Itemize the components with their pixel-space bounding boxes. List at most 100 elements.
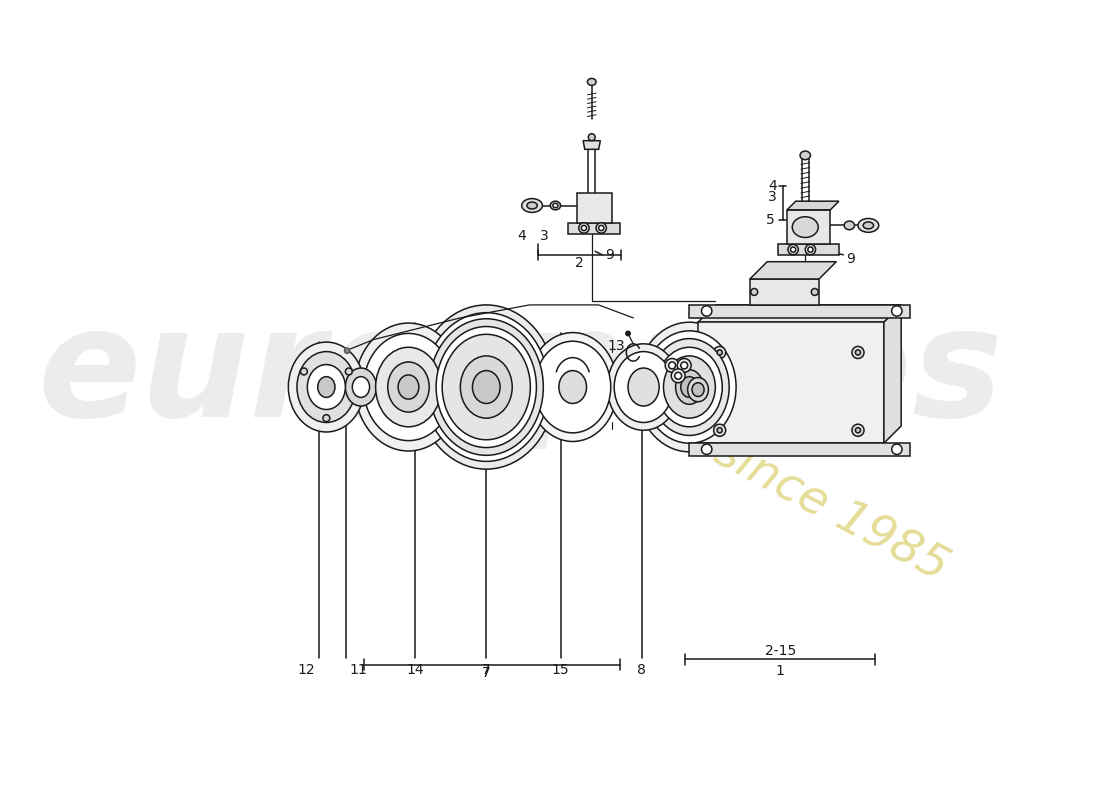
Circle shape — [596, 222, 606, 233]
Circle shape — [579, 222, 590, 233]
Circle shape — [714, 346, 726, 358]
Ellipse shape — [307, 365, 345, 410]
Text: eurospares: eurospares — [37, 299, 1004, 449]
Ellipse shape — [527, 202, 537, 209]
Ellipse shape — [792, 217, 818, 238]
Text: 6: 6 — [705, 382, 714, 396]
Ellipse shape — [681, 377, 698, 398]
Ellipse shape — [607, 344, 680, 430]
Text: 1: 1 — [776, 665, 784, 678]
Text: 4: 4 — [768, 178, 777, 193]
Circle shape — [582, 226, 586, 230]
Ellipse shape — [521, 198, 542, 213]
Ellipse shape — [429, 318, 543, 455]
Bar — [788, 210, 831, 245]
Text: 4: 4 — [517, 229, 526, 242]
Ellipse shape — [424, 313, 549, 462]
Ellipse shape — [417, 305, 556, 469]
Text: 8: 8 — [637, 662, 647, 677]
Polygon shape — [779, 245, 839, 254]
Circle shape — [892, 306, 902, 316]
Ellipse shape — [528, 333, 618, 442]
Ellipse shape — [355, 323, 462, 451]
Ellipse shape — [442, 334, 530, 440]
Polygon shape — [750, 262, 836, 279]
Ellipse shape — [636, 322, 742, 452]
Text: 9: 9 — [846, 252, 855, 266]
Text: parts since 1985: parts since 1985 — [586, 366, 956, 590]
Polygon shape — [569, 222, 620, 234]
Bar — [750, 279, 820, 305]
Circle shape — [892, 444, 902, 454]
Ellipse shape — [858, 218, 879, 232]
Ellipse shape — [436, 326, 537, 447]
Text: 3: 3 — [768, 190, 777, 204]
Circle shape — [788, 245, 799, 254]
Text: 2: 2 — [575, 257, 584, 270]
Polygon shape — [583, 141, 601, 150]
Circle shape — [678, 358, 691, 372]
Circle shape — [812, 289, 818, 295]
Circle shape — [856, 428, 860, 433]
Ellipse shape — [663, 356, 715, 418]
Text: 10: 10 — [686, 368, 704, 382]
Text: 14: 14 — [407, 662, 425, 677]
Circle shape — [856, 350, 860, 355]
Ellipse shape — [559, 370, 586, 403]
Polygon shape — [698, 305, 901, 322]
Bar — [578, 193, 612, 222]
Ellipse shape — [628, 368, 659, 406]
Circle shape — [674, 372, 682, 379]
Bar — [698, 322, 884, 443]
Circle shape — [702, 444, 712, 454]
Circle shape — [588, 134, 595, 141]
Ellipse shape — [363, 334, 453, 441]
Ellipse shape — [692, 382, 704, 397]
Text: 11: 11 — [350, 662, 367, 677]
Ellipse shape — [387, 362, 429, 412]
Ellipse shape — [688, 378, 708, 402]
Circle shape — [598, 226, 604, 230]
Ellipse shape — [614, 351, 673, 422]
Circle shape — [300, 368, 307, 375]
Circle shape — [345, 368, 352, 375]
Text: 5: 5 — [767, 214, 775, 227]
Circle shape — [626, 331, 630, 336]
Ellipse shape — [375, 347, 441, 426]
Circle shape — [717, 428, 723, 433]
Ellipse shape — [398, 375, 419, 399]
Ellipse shape — [844, 221, 855, 230]
Circle shape — [851, 346, 864, 358]
Ellipse shape — [587, 78, 596, 86]
Ellipse shape — [550, 201, 561, 210]
Ellipse shape — [675, 370, 703, 404]
Text: 9: 9 — [606, 248, 615, 262]
Text: 15: 15 — [552, 662, 570, 677]
Polygon shape — [690, 443, 910, 456]
Ellipse shape — [535, 342, 611, 433]
Circle shape — [681, 362, 688, 369]
Circle shape — [717, 350, 723, 355]
Ellipse shape — [650, 338, 729, 435]
Ellipse shape — [352, 377, 370, 398]
Text: 13: 13 — [607, 339, 625, 354]
Polygon shape — [884, 305, 901, 443]
Circle shape — [751, 289, 758, 295]
Circle shape — [702, 306, 712, 316]
Circle shape — [669, 362, 675, 369]
Circle shape — [851, 424, 864, 436]
Ellipse shape — [460, 356, 513, 418]
Ellipse shape — [288, 342, 364, 432]
Circle shape — [807, 247, 813, 252]
Ellipse shape — [345, 368, 376, 406]
Ellipse shape — [472, 370, 500, 403]
Circle shape — [671, 369, 685, 382]
Text: 7: 7 — [482, 666, 491, 680]
Ellipse shape — [657, 347, 723, 426]
Ellipse shape — [864, 222, 873, 229]
Text: 2-15: 2-15 — [764, 644, 795, 658]
Circle shape — [344, 348, 350, 354]
Circle shape — [666, 358, 679, 372]
Text: 12: 12 — [297, 662, 315, 677]
Polygon shape — [690, 305, 910, 318]
